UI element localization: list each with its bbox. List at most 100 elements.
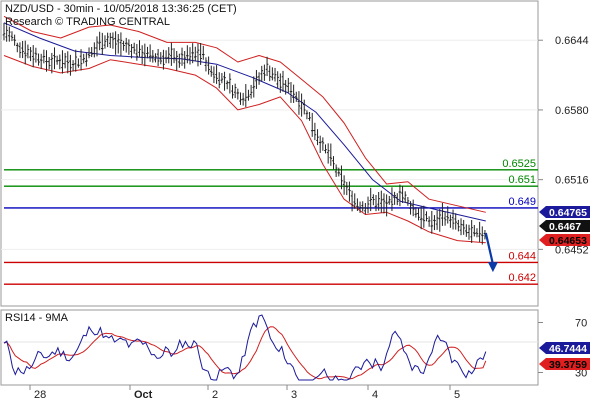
- price-bar: [69, 54, 72, 76]
- price-tag-label: 0.64765: [549, 207, 587, 219]
- price-tag-tag-low: 0.64653: [539, 234, 590, 247]
- price-bar: [2, 22, 6, 41]
- price-bar: [167, 47, 171, 64]
- time-axis: 28 Oct 2 3 4 5: [29, 385, 460, 400]
- price-bar: [366, 196, 370, 214]
- price-bar: [138, 40, 141, 57]
- rsi-y-ticks: 70 30: [538, 318, 587, 380]
- price-y-ticks: 0.6644 0.6580 0.6516 0.6452: [538, 35, 589, 256]
- forecast-arrow-shaft: [484, 232, 494, 265]
- price-tag-bg: [539, 234, 590, 246]
- rsi-tag-bg: [539, 342, 590, 354]
- price-bar: [90, 47, 93, 58]
- price-bar: [380, 190, 383, 213]
- price-bar: [37, 53, 40, 66]
- forecast-arrow: [484, 232, 498, 273]
- price-bar: [8, 26, 11, 42]
- price-bar: [425, 211, 428, 222]
- rsi-tag-bg: [539, 358, 590, 370]
- price-bar: [233, 83, 237, 99]
- price-bar: [95, 36, 99, 57]
- price-bar: [23, 40, 27, 65]
- price-bar: [39, 53, 43, 69]
- price-bar: [356, 198, 359, 211]
- price-bar: [63, 52, 67, 69]
- rsi-tag-label: 46.7444: [549, 343, 587, 355]
- price-bar: [236, 88, 240, 100]
- price-bar: [340, 165, 343, 190]
- price-bar: [122, 40, 125, 51]
- price-bar: [225, 80, 229, 90]
- price-bar: [350, 190, 354, 212]
- level-label-pivot: 0.649: [508, 196, 536, 208]
- price-bar: [178, 53, 181, 68]
- price-tag-bg: [539, 206, 590, 218]
- price-grid: [1, 39, 538, 250]
- level-label-r2: 0.6525: [502, 158, 536, 170]
- rsi-tag-rsi_tag: 46.7444: [539, 342, 590, 355]
- price-bar: [50, 52, 54, 74]
- price-bar: [172, 48, 176, 64]
- price-bar: [294, 91, 298, 102]
- price-bar: [361, 201, 365, 212]
- price-bar: [53, 47, 56, 70]
- x-tick-label: 28: [34, 389, 46, 400]
- price-bar: [358, 201, 362, 213]
- price-bar: [345, 181, 349, 196]
- price-bar: [409, 201, 412, 215]
- price-bar: [271, 67, 274, 81]
- price-bar: [201, 45, 205, 60]
- x-tick-label: 3: [291, 389, 297, 400]
- price-bar: [372, 194, 375, 206]
- price-bar: [385, 194, 388, 217]
- price-bar: [204, 57, 208, 72]
- price-bar: [116, 34, 120, 54]
- price-tag-tag-high: 0.64765: [539, 206, 590, 219]
- price-bar: [326, 143, 330, 164]
- price-bar: [223, 71, 226, 91]
- y-tick-label: 0.6452: [555, 244, 589, 256]
- price-bar: [403, 191, 407, 203]
- price-levels: 0.6525 0.651 0.649 0.644 0.642: [4, 158, 538, 285]
- price-bar: [170, 42, 173, 66]
- price-bar: [324, 144, 327, 154]
- price-bar: [348, 181, 351, 202]
- y-tick-label: 0.6580: [555, 105, 589, 117]
- price-bar: [241, 92, 245, 106]
- price-bar: [119, 32, 123, 57]
- price-bar: [220, 72, 224, 84]
- moving-average-line: [3, 22, 486, 222]
- price-bar: [18, 42, 22, 58]
- rsi-tag-label: 39.3759: [549, 359, 587, 371]
- price-bar: [252, 76, 256, 98]
- x-tick-label: 5: [454, 389, 460, 400]
- price-bar: [300, 93, 303, 117]
- price-bar: [470, 220, 473, 243]
- price-tags: 0.64765 0.6467 0.64653: [539, 206, 590, 247]
- price-bar: [106, 32, 109, 48]
- price-bar: [321, 137, 325, 151]
- chart-subtitle: Research © TRADING CENTRAL: [5, 16, 170, 28]
- price-bar: [316, 129, 319, 146]
- price-bar: [188, 47, 192, 65]
- price-bar: [438, 208, 442, 232]
- price-bar: [207, 56, 210, 75]
- price-tag-bg: [539, 220, 590, 232]
- price-bar: [342, 175, 346, 195]
- price-bar: [480, 226, 484, 245]
- price-bar: [114, 31, 117, 55]
- price-bar: [443, 211, 447, 226]
- price-bar: [29, 47, 32, 62]
- price-bar: [406, 197, 410, 206]
- price-bar: [124, 37, 128, 53]
- x-tick-label: Oct: [134, 389, 153, 400]
- y-tick-label: 0.6644: [555, 35, 589, 47]
- price-bar: [273, 67, 277, 82]
- bollinger-lower-line: [3, 55, 486, 244]
- price-bar: [215, 65, 218, 84]
- price-bar: [191, 43, 194, 64]
- price-bar: [45, 50, 48, 72]
- price-bar: [281, 70, 285, 92]
- price-bar: [393, 191, 396, 205]
- price-bar: [473, 225, 476, 237]
